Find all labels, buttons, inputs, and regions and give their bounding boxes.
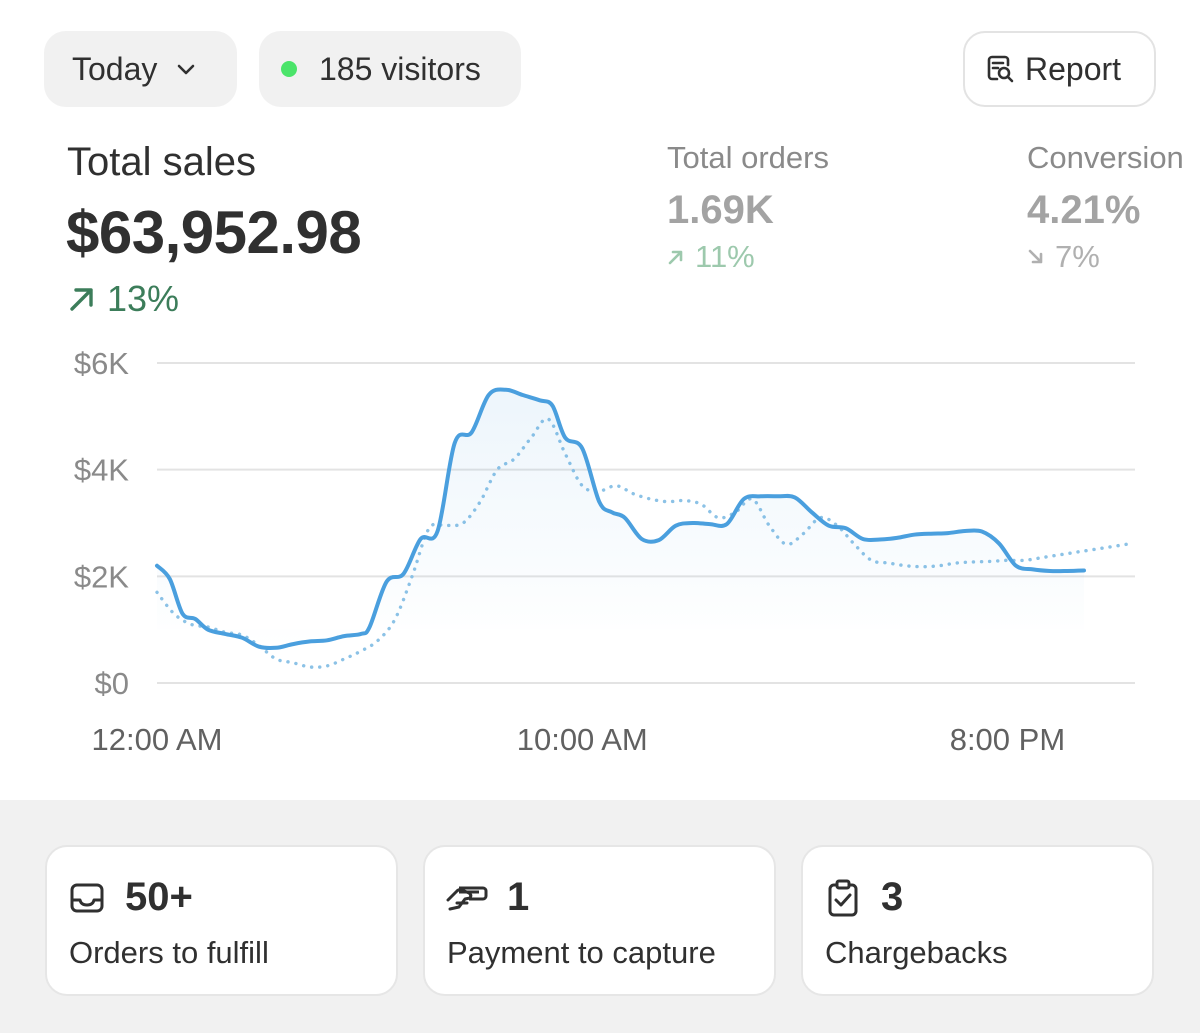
- chargebacks-card[interactable]: 3 Chargebacks: [801, 845, 1154, 996]
- arrow-up-right-icon: [70, 288, 93, 311]
- report-search-icon: [987, 55, 1014, 83]
- total-sales-value: $63,952.98: [66, 199, 362, 266]
- dashboard-panel: Today 185 visitors Report Total sales $6…: [0, 31, 1200, 770]
- y-tick-label: $6K: [74, 346, 129, 381]
- clipboard-check-icon: [828, 879, 858, 916]
- series-line-today[interactable]: [155, 387, 1086, 651]
- inbox-icon: [70, 883, 104, 912]
- y-tick-label: $0: [95, 666, 129, 701]
- conversion-change: 7%: [1027, 239, 1184, 275]
- visitors-count: 185 visitors: [319, 50, 481, 87]
- payment-hand-icon: [446, 886, 488, 910]
- date-range-selector[interactable]: Today: [44, 31, 237, 107]
- payment-to-capture-card[interactable]: 1 Payment to capture: [423, 845, 776, 996]
- conversion-value: 4.21%: [1027, 188, 1141, 232]
- arrow-down-right-icon: [1028, 249, 1043, 264]
- payment-to-capture-value: 1: [507, 875, 530, 919]
- total-sales-change: 13%: [67, 278, 179, 320]
- y-tick-label: $2K: [74, 559, 129, 594]
- orders-to-fulfill-card[interactable]: 50+ Orders to fulfill: [45, 845, 398, 996]
- total-sales-label: Total sales: [67, 140, 256, 184]
- arrow-up-right-icon: [668, 250, 683, 265]
- total-orders-metric[interactable]: Total orders 1.69K 11%: [667, 140, 829, 275]
- payment-to-capture-label: Payment to capture: [447, 935, 716, 970]
- total-orders-change: 11%: [667, 239, 829, 275]
- report-label: Report: [1025, 50, 1122, 87]
- total-orders-label: Total orders: [667, 140, 829, 175]
- series-area-today: [157, 389, 1084, 649]
- sales-line-chart[interactable]: $0 $2K $4K $6K 12:00 AM 10:00 AM 8:00 PM: [0, 330, 1200, 770]
- chevron-down-icon: [178, 64, 195, 75]
- conversion-change-value: 7%: [1055, 239, 1100, 274]
- conversion-label: Conversion: [1027, 140, 1184, 175]
- total-sales-change-value: 13%: [107, 278, 180, 319]
- total-orders-value: 1.69K: [667, 188, 774, 232]
- orders-to-fulfill-value: 50+: [125, 875, 193, 919]
- report-button[interactable]: Report: [963, 31, 1156, 107]
- chargebacks-label: Chargebacks: [825, 935, 1008, 970]
- conversion-metric[interactable]: Conversion 4.21% 7%: [1027, 140, 1184, 275]
- live-status-dot: [281, 61, 297, 77]
- x-tick-label: 8:00 PM: [950, 722, 1065, 757]
- chargebacks-value: 3: [881, 875, 904, 919]
- x-tick-label: 12:00 AM: [92, 722, 223, 757]
- total-orders-change-value: 11%: [695, 239, 755, 274]
- live-visitors-badge[interactable]: 185 visitors: [259, 31, 521, 107]
- orders-to-fulfill-label: Orders to fulfill: [69, 935, 269, 970]
- y-tick-label: $4K: [74, 453, 129, 488]
- date-range-label: Today: [72, 50, 158, 87]
- x-tick-label: 10:00 AM: [517, 722, 648, 757]
